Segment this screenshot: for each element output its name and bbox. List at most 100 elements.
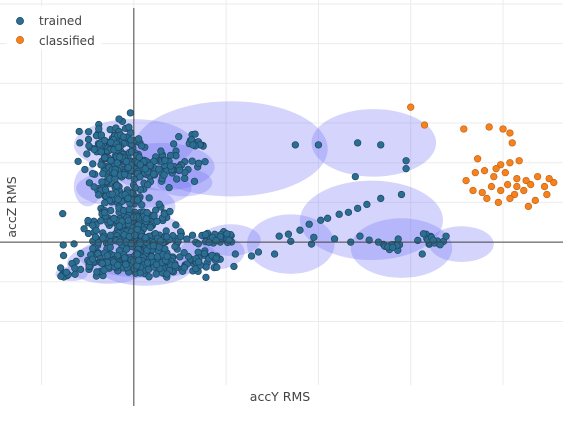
- point-trained: [98, 178, 106, 186]
- point-classified: [543, 190, 551, 199]
- point-trained: [314, 141, 323, 149]
- point-trained: [317, 216, 325, 224]
- point-classified: [527, 180, 535, 189]
- point-trained: [157, 147, 165, 155]
- point-trained: [84, 128, 93, 136]
- point-trained: [149, 242, 157, 250]
- point-classified: [497, 161, 505, 169]
- point-trained: [125, 205, 133, 214]
- point-classified: [501, 169, 509, 177]
- point-trained: [180, 264, 189, 272]
- point-trained: [270, 250, 279, 258]
- point-classified: [480, 167, 489, 175]
- point-classified: [478, 188, 486, 197]
- point-trained: [180, 249, 188, 257]
- legend[interactable]: trained classified: [6, 6, 102, 50]
- point-trained: [194, 248, 202, 256]
- point-classified: [471, 169, 479, 177]
- point-trained: [436, 241, 444, 249]
- point-trained: [90, 145, 98, 154]
- point-classified: [531, 196, 539, 205]
- point-trained: [191, 130, 199, 138]
- point-trained: [131, 231, 139, 239]
- point-trained: [133, 250, 141, 259]
- point-trained: [150, 170, 158, 178]
- point-trained: [124, 216, 132, 225]
- point-trained: [190, 177, 199, 186]
- point-trained: [377, 194, 385, 203]
- point-trained: [122, 260, 130, 269]
- point-trained: [275, 232, 283, 240]
- point-trained: [212, 236, 220, 245]
- ellipse-region: [311, 109, 437, 177]
- point-trained: [419, 230, 428, 238]
- point-trained: [402, 165, 410, 173]
- point-trained: [76, 249, 85, 258]
- point-classified: [515, 157, 523, 165]
- point-trained: [127, 148, 136, 156]
- point-trained: [84, 135, 93, 144]
- point-trained: [150, 212, 158, 220]
- point-classified: [513, 182, 521, 191]
- point-trained: [124, 163, 132, 172]
- point-trained: [126, 109, 135, 117]
- point-classified: [506, 129, 514, 137]
- point-trained: [85, 179, 94, 187]
- point-trained: [141, 165, 149, 173]
- point-trained: [121, 254, 129, 262]
- point-trained: [134, 135, 143, 143]
- point-trained: [160, 171, 168, 179]
- legend-item-classified[interactable]: classified: [16, 34, 95, 48]
- point-trained: [173, 175, 181, 183]
- point-trained: [101, 199, 109, 207]
- point-trained: [166, 151, 175, 160]
- point-classified: [513, 174, 521, 183]
- point-trained: [363, 200, 371, 209]
- point-trained: [144, 181, 152, 189]
- point-trained: [75, 127, 83, 136]
- point-classified: [494, 198, 503, 207]
- point-trained: [81, 165, 89, 174]
- legend-item-trained[interactable]: trained: [16, 14, 82, 28]
- point-classified: [540, 182, 549, 191]
- point-trained: [330, 235, 339, 243]
- point-trained: [156, 237, 165, 245]
- point-trained: [70, 240, 78, 248]
- point-trained: [119, 133, 128, 141]
- point-trained: [163, 233, 171, 241]
- point-trained: [97, 161, 105, 169]
- point-trained: [115, 115, 123, 123]
- point-trained: [111, 175, 119, 183]
- y-axis-label: accZ RMS: [4, 176, 19, 237]
- point-classified: [462, 176, 470, 185]
- point-trained: [90, 183, 98, 191]
- point-trained: [83, 150, 91, 158]
- point-classified: [506, 194, 514, 203]
- point-classified: [520, 186, 528, 195]
- point-trained: [247, 252, 256, 260]
- point-trained: [122, 245, 131, 253]
- point-trained: [115, 222, 124, 230]
- point-trained: [110, 169, 118, 177]
- point-classified: [469, 186, 477, 195]
- point-trained: [296, 226, 304, 234]
- point-classified: [510, 190, 519, 199]
- point-trained: [107, 157, 115, 165]
- point-trained: [172, 221, 180, 229]
- point-trained: [287, 237, 295, 245]
- point-trained: [170, 140, 178, 148]
- point-trained: [202, 263, 210, 271]
- point-trained: [113, 181, 121, 190]
- point-trained: [163, 270, 171, 278]
- point-classified: [503, 180, 512, 189]
- point-trained: [98, 259, 106, 268]
- point-classified: [473, 155, 482, 163]
- point-trained: [155, 200, 163, 208]
- point-classified: [407, 103, 415, 111]
- point-trained: [114, 143, 123, 151]
- point-trained: [166, 162, 175, 170]
- point-trained: [171, 261, 179, 270]
- point-classified: [499, 125, 507, 133]
- point-trained: [188, 157, 196, 165]
